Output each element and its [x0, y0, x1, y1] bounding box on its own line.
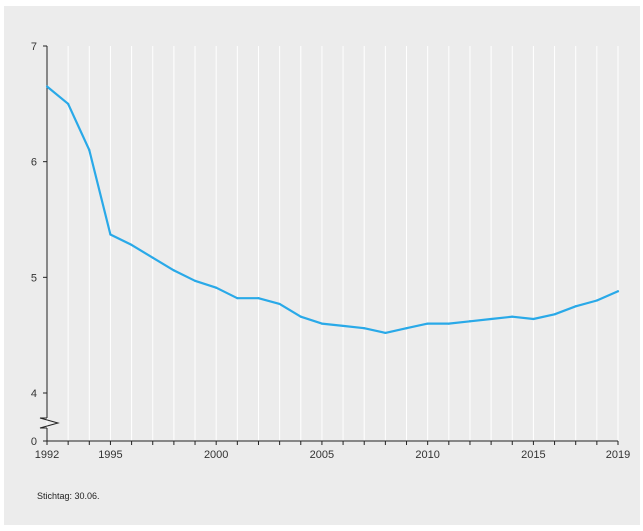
data-point	[278, 302, 281, 306]
y-tick-label: 6	[31, 157, 37, 169]
data-point	[405, 327, 408, 330]
data-point	[341, 324, 345, 328]
data-point	[151, 256, 154, 259]
x-tick-label: 2015	[521, 449, 545, 461]
data-point	[320, 322, 324, 325]
data-point	[215, 286, 218, 289]
data-point	[553, 313, 556, 316]
y-tick-label: 0	[31, 436, 37, 448]
y-tick-label: 7	[31, 41, 37, 53]
data-point	[130, 243, 133, 247]
data-point	[511, 315, 514, 318]
data-point	[574, 305, 577, 308]
x-tick-label: 2019	[606, 449, 630, 461]
x-tick-label: 2005	[310, 449, 334, 461]
series-line	[46, 85, 619, 334]
data-point	[172, 269, 175, 272]
data-point	[236, 297, 239, 300]
data-point	[363, 327, 366, 330]
data-point	[299, 315, 302, 318]
x-tick-label: 1992	[35, 449, 59, 461]
data-point	[193, 279, 197, 282]
data-point	[595, 299, 598, 302]
data-point	[45, 85, 49, 88]
footnote: Stichtag: 30.06.	[37, 491, 100, 501]
data-point	[257, 297, 260, 300]
data-point	[447, 322, 450, 325]
data-point	[468, 320, 472, 323]
data-point	[109, 233, 112, 236]
x-tick-label: 1995	[98, 449, 122, 461]
data-point	[67, 102, 70, 105]
y-tick-label: 4	[31, 388, 37, 400]
data-point	[384, 331, 387, 334]
data-point	[88, 149, 91, 152]
data-point	[532, 317, 535, 321]
y-tick-label: 5	[31, 272, 37, 284]
data-point	[426, 322, 429, 325]
x-tick-label: 2000	[204, 449, 228, 461]
axis-break-mark	[39, 417, 60, 429]
data-point	[616, 290, 620, 293]
x-tick-label: 2010	[415, 449, 439, 461]
data-point	[490, 317, 493, 321]
